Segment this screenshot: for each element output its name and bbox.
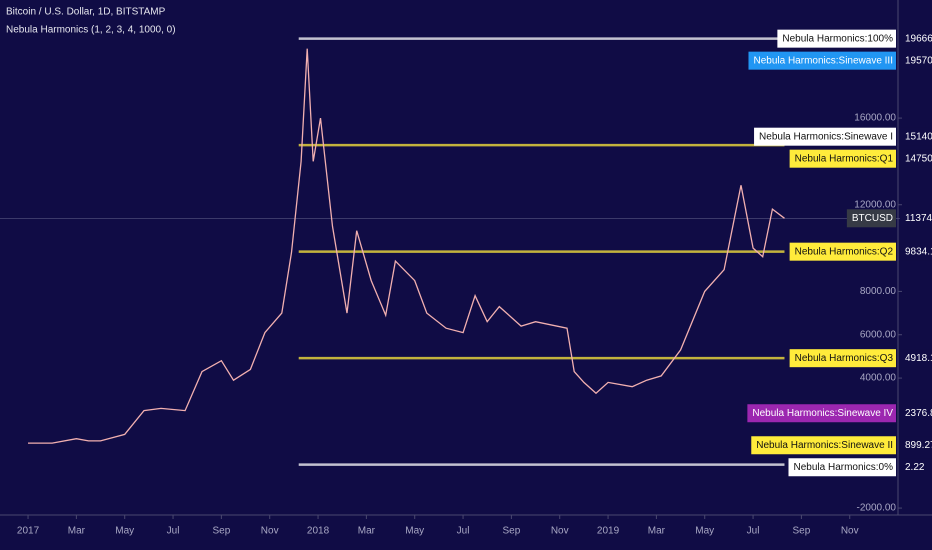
level-value-box <box>901 458 932 477</box>
level-value-box <box>901 404 932 423</box>
level-value-box <box>901 51 932 70</box>
y-tick-label: 8000.00 <box>860 286 897 297</box>
price-line <box>28 48 785 444</box>
level-value: 2.22 <box>905 462 925 473</box>
level-label-box <box>748 51 896 70</box>
x-tick-label: May <box>405 526 424 537</box>
level-label: BTCUSD <box>852 213 893 224</box>
x-tick-label: May <box>695 526 714 537</box>
x-tick-label: Nov <box>841 526 859 537</box>
level-value: 19666.00 <box>905 33 932 44</box>
level-value-box <box>901 29 932 48</box>
level-value: 15140.98 <box>905 131 932 142</box>
x-tick-label: Jul <box>167 526 180 537</box>
level-value: 9834.11 <box>905 246 932 257</box>
level-value-box <box>901 127 932 146</box>
x-tick-label: Nov <box>551 526 569 537</box>
y-tick-label: 6000.00 <box>860 329 897 340</box>
level-value-box <box>901 349 932 368</box>
level-label: Nebula Harmonics:Sinewave IV <box>752 408 893 419</box>
level-value: 4918.17 <box>905 353 932 364</box>
x-tick-label: Mar <box>648 526 666 537</box>
x-tick-label: Mar <box>68 526 86 537</box>
level-value-box <box>901 242 932 261</box>
level-label-box <box>846 209 896 228</box>
y-tick-label: 4000.00 <box>860 373 897 384</box>
x-tick-label: 2017 <box>17 526 40 537</box>
level-label: Nebula Harmonics:Q3 <box>795 353 894 364</box>
level-label-box <box>751 436 896 455</box>
level-value: 14750.05 <box>905 153 932 164</box>
x-tick-label: 2019 <box>597 526 620 537</box>
x-tick-label: Sep <box>502 526 520 537</box>
y-tick-label: 12000.00 <box>854 199 896 210</box>
x-tick-label: 2018 <box>307 526 330 537</box>
level-value: 899.27 <box>905 440 932 451</box>
x-tick-label: Jul <box>747 526 760 537</box>
level-label-box <box>789 149 896 168</box>
level-value-box <box>901 149 932 168</box>
level-label: Nebula Harmonics:0% <box>794 462 894 473</box>
x-tick-label: May <box>115 526 134 537</box>
x-tick-label: Sep <box>212 526 230 537</box>
level-label: Nebula Harmonics:Sinewave III <box>753 55 893 66</box>
level-label: Nebula Harmonics:Q2 <box>795 246 894 257</box>
level-label-box <box>788 458 896 477</box>
x-tick-label: Mar <box>358 526 376 537</box>
level-value: 11374.30 <box>905 213 932 224</box>
x-tick-label: Jul <box>457 526 470 537</box>
x-tick-label: Sep <box>792 526 810 537</box>
y-tick-label: -2000.00 <box>857 503 897 514</box>
level-value-box <box>901 436 932 455</box>
level-label: Nebula Harmonics:Sinewave II <box>756 440 893 451</box>
level-label-box <box>747 404 896 423</box>
level-label: Nebula Harmonics:Q1 <box>795 153 894 164</box>
level-label-box <box>789 242 896 261</box>
indicator-label: Nebula Harmonics (1, 2, 3, 4, 1000, 0) <box>6 25 176 36</box>
level-value: 2376.81 <box>905 408 932 419</box>
level-label-box <box>777 29 896 48</box>
level-label-box <box>789 349 896 368</box>
level-value: 19570.27 <box>905 55 932 66</box>
level-value-box <box>901 209 932 228</box>
x-tick-label: Nov <box>261 526 279 537</box>
level-label-box <box>754 127 896 146</box>
level-label: Nebula Harmonics:100% <box>782 33 893 44</box>
y-tick-label: 16000.00 <box>854 113 896 124</box>
chart-title: Bitcoin / U.S. Dollar, 1D, BITSTAMP <box>6 7 166 18</box>
level-label: Nebula Harmonics:Sinewave I <box>759 131 893 142</box>
